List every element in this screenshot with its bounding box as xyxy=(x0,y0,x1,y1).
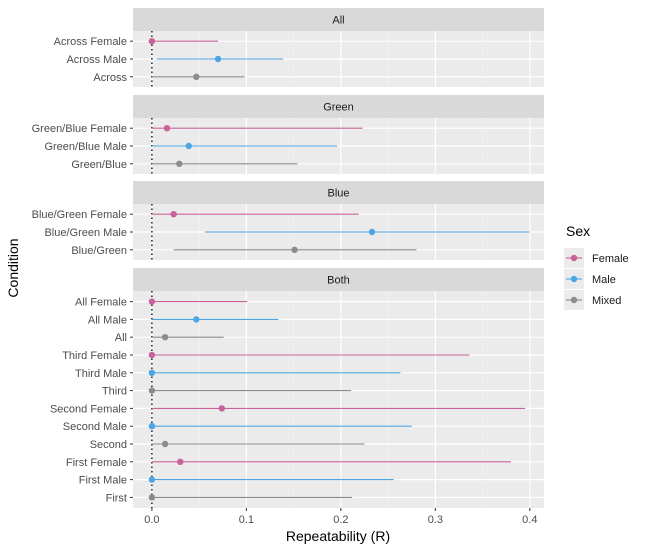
estimate-point xyxy=(170,211,177,218)
y-tick-label: Across Female xyxy=(54,36,127,48)
y-tick-label: Green/Blue Female xyxy=(32,123,127,135)
y-tick-label: First Female xyxy=(66,457,127,469)
facet-panel: All Across Female Across Male Across xyxy=(54,8,544,87)
y-axis-title: Condition xyxy=(5,238,21,297)
x-tick-label: 0.3 xyxy=(428,514,443,526)
facet-panel: Blue Blue/Green Female Blue/Green Male Blue… xyxy=(32,181,544,260)
y-tick-label: Across xyxy=(93,72,127,84)
y-tick-label: First xyxy=(106,492,127,504)
x-tick-label: 0.1 xyxy=(239,514,254,526)
facet-panel: Green Green/Blue Female Green/Blue Male Gre… xyxy=(32,95,544,174)
x-axis: 0.0 0.1 0.2 0.3 0.4 xyxy=(144,508,537,526)
y-tick-label: All Male xyxy=(88,314,127,326)
estimate-point xyxy=(176,160,183,167)
y-tick-label: All xyxy=(115,332,127,344)
estimate-point xyxy=(148,494,156,501)
y-tick-label: Third xyxy=(102,386,127,398)
legend-label: Mixed xyxy=(592,295,621,307)
y-tick-label: Green/Blue Male xyxy=(44,141,127,153)
estimate-point xyxy=(218,405,226,412)
y-tick-label: Second xyxy=(90,439,127,451)
y-tick-label: Blue/Green Female xyxy=(32,209,127,221)
y-tick-label: All Female xyxy=(75,297,127,309)
facet-strip-label: Both xyxy=(327,275,350,287)
estimate-point xyxy=(148,38,156,45)
y-tick-label: Third Male xyxy=(75,368,127,380)
x-axis-title: Repeatability (R) xyxy=(286,528,390,544)
y-tick-label: First Male xyxy=(79,475,127,487)
estimate-point xyxy=(161,440,169,448)
estimate-point xyxy=(193,73,200,81)
legend-label: Male xyxy=(592,274,616,286)
facet-panel: Both All Female All Male All Third Female Thi… xyxy=(50,268,544,508)
estimate-point xyxy=(148,351,156,359)
y-tick-label: Green/Blue xyxy=(71,159,127,171)
estimate-point xyxy=(148,369,156,376)
y-tick-label: Blue/Green Male xyxy=(44,227,127,239)
panel-background xyxy=(133,291,544,508)
facet-strip-label: All xyxy=(332,15,344,27)
facet-strip-label: Blue xyxy=(327,188,349,200)
estimate-point xyxy=(291,246,298,253)
facet-strip xyxy=(133,95,544,118)
legend-key-point xyxy=(570,296,578,304)
facet-strip-label: Green xyxy=(323,102,354,114)
legend-key-point xyxy=(570,254,578,262)
estimate-point xyxy=(148,387,156,394)
estimate-point xyxy=(163,125,171,132)
estimate-point xyxy=(161,334,169,341)
facet-strip xyxy=(133,8,544,31)
estimate-point xyxy=(193,316,200,323)
facet-strip xyxy=(133,181,544,204)
estimate-point xyxy=(177,458,184,465)
y-tick-label: Second Male xyxy=(63,421,127,433)
estimate-point xyxy=(368,228,376,236)
estimate-point xyxy=(185,142,192,150)
y-tick-label: Second Female xyxy=(50,403,127,415)
y-tick-label: Third Female xyxy=(62,350,127,362)
legend-key-point xyxy=(570,275,578,283)
estimate-point xyxy=(148,298,156,305)
y-tick-label: Across Male xyxy=(66,54,127,66)
estimate-point xyxy=(148,423,156,430)
estimate-point xyxy=(148,476,156,483)
x-tick-label: 0.2 xyxy=(333,514,348,526)
estimate-point xyxy=(214,55,222,63)
legend-label: Female xyxy=(592,253,629,265)
x-tick-label: 0.4 xyxy=(522,514,537,526)
y-tick-label: Blue/Green xyxy=(71,245,127,257)
legend-title: Sex xyxy=(566,223,590,239)
facet-strip xyxy=(133,268,544,291)
legend: Sex Female Male Mixed xyxy=(564,223,629,310)
x-tick-label: 0.0 xyxy=(144,514,159,526)
